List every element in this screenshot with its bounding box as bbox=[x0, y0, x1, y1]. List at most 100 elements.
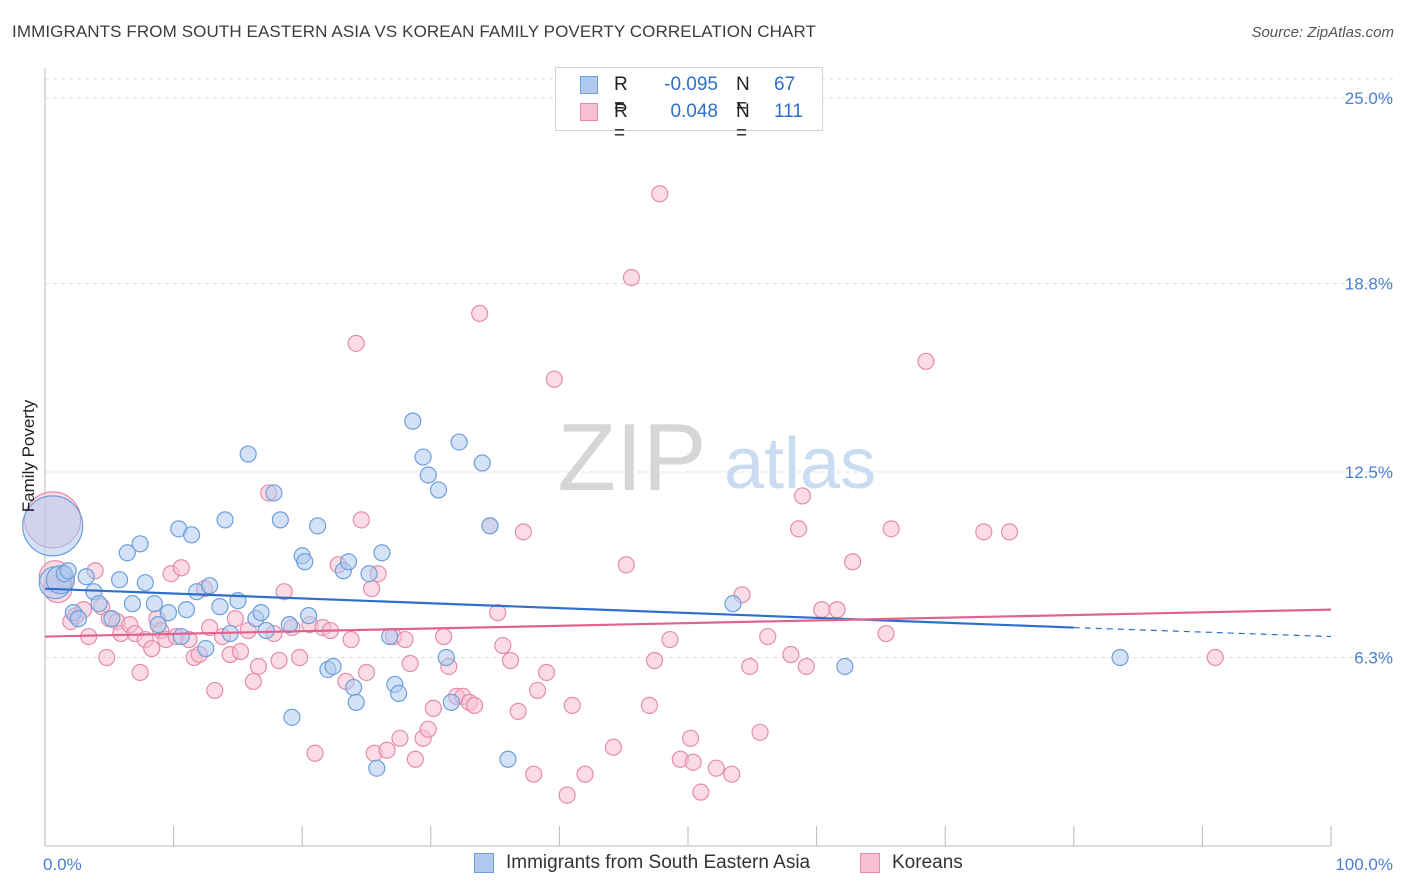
korean-point bbox=[741, 657, 759, 676]
blue-swatch bbox=[474, 853, 494, 873]
stats-legend-box: R = -0.095 N = 67 R = 0.048 N = 111 bbox=[555, 67, 823, 144]
n-label: N = bbox=[736, 101, 750, 144]
korean-point bbox=[501, 651, 520, 670]
immigrant-point bbox=[197, 639, 215, 658]
y-tick-label: 25.0% bbox=[1345, 89, 1393, 108]
immigrant-point bbox=[450, 433, 468, 451]
immigrant-point bbox=[473, 454, 491, 472]
immigrant-point bbox=[159, 604, 178, 622]
gridlines bbox=[45, 78, 1396, 659]
korean-point bbox=[131, 663, 149, 682]
source-label: Source: ZipAtlas.com bbox=[1251, 24, 1394, 41]
korean-point bbox=[528, 681, 547, 700]
immigrant-point bbox=[419, 466, 437, 484]
korean-point bbox=[494, 636, 512, 655]
korean-point bbox=[813, 601, 831, 619]
korean-point bbox=[391, 729, 409, 747]
immigrant-point bbox=[414, 448, 432, 466]
korean-point bbox=[759, 627, 777, 646]
korean-point bbox=[509, 702, 527, 720]
korean-point bbox=[681, 729, 700, 747]
y-axis-label: Family Poverty bbox=[19, 399, 38, 512]
korean-point bbox=[622, 268, 641, 287]
n-value: 67 bbox=[774, 74, 796, 95]
immigrant-point bbox=[324, 657, 342, 676]
immigrant-point bbox=[183, 526, 201, 544]
korean-point bbox=[352, 511, 370, 529]
korean-point bbox=[143, 639, 161, 658]
korean-point bbox=[270, 651, 288, 670]
immigrant-point bbox=[283, 708, 301, 726]
immigrant-point bbox=[724, 595, 742, 613]
korean-point bbox=[98, 648, 116, 667]
immigrant-point bbox=[211, 598, 229, 616]
immigrant-point bbox=[123, 595, 142, 613]
korean-point bbox=[489, 604, 507, 622]
korean-point bbox=[797, 657, 815, 676]
korean-point bbox=[558, 786, 576, 804]
n-value: 111 bbox=[774, 101, 803, 122]
legend-koreans: Koreans bbox=[860, 851, 1000, 877]
immigrant-point bbox=[59, 562, 77, 580]
korean-point bbox=[357, 663, 376, 682]
korean-point bbox=[231, 642, 250, 661]
chart-title: IMMIGRANTS FROM SOUTH EASTERN ASIA VS KO… bbox=[12, 22, 817, 41]
korean-point bbox=[514, 523, 532, 541]
immigrant-point bbox=[429, 481, 448, 499]
watermark-zip: ZIP bbox=[557, 404, 706, 511]
korean-point bbox=[782, 645, 800, 664]
immigrant-point bbox=[300, 607, 318, 625]
immigrant-point bbox=[265, 484, 283, 502]
r-value: -0.095 bbox=[664, 74, 718, 95]
korean-point bbox=[363, 580, 381, 598]
legend-immigrants: Immigrants from South Eastern Asia bbox=[474, 851, 854, 877]
y-tick-label: 18.8% bbox=[1345, 275, 1393, 294]
korean-point bbox=[661, 630, 679, 649]
immigrants-points bbox=[22, 412, 1129, 777]
immigrant-point bbox=[118, 544, 136, 562]
y-tick-label: 12.5% bbox=[1345, 463, 1393, 482]
korean-point bbox=[604, 738, 623, 756]
immigrant-point bbox=[69, 610, 88, 628]
korean-point bbox=[640, 696, 659, 714]
immigrant-point bbox=[373, 544, 391, 562]
watermark: ZIP atlas bbox=[557, 404, 876, 511]
immigrant-point bbox=[149, 615, 167, 634]
legend-label: Koreans bbox=[892, 852, 963, 873]
korean-point bbox=[882, 520, 900, 538]
immigrant-point bbox=[347, 693, 365, 711]
korean-point bbox=[249, 657, 268, 676]
korean-point bbox=[435, 627, 453, 646]
immigrant-point bbox=[216, 511, 234, 529]
immigrant-point bbox=[499, 750, 517, 768]
korean-point bbox=[201, 618, 219, 637]
trend-lines bbox=[44, 587, 1332, 638]
immigrant-point bbox=[404, 412, 422, 430]
korean-point bbox=[617, 556, 635, 574]
r-value: 0.048 bbox=[670, 101, 718, 122]
immigrant-point bbox=[172, 627, 190, 646]
korean-point bbox=[751, 723, 769, 741]
korean-point bbox=[563, 696, 581, 714]
korean-point bbox=[401, 654, 419, 673]
korean-point bbox=[1000, 523, 1019, 541]
immigrant-point bbox=[836, 657, 854, 676]
immigrant-point bbox=[481, 517, 499, 535]
korean-point bbox=[226, 610, 244, 628]
korean-point bbox=[239, 621, 257, 640]
immigrant-point bbox=[145, 595, 163, 613]
korean-point bbox=[347, 334, 365, 352]
korean-point bbox=[692, 783, 710, 801]
immigrant-point bbox=[252, 604, 270, 622]
immigrant-point bbox=[131, 535, 149, 553]
korean-point bbox=[471, 304, 489, 323]
r-label: R = bbox=[614, 101, 628, 144]
korean-point bbox=[684, 753, 702, 771]
pink-swatch bbox=[860, 853, 880, 873]
immigrants-trend-extension bbox=[1073, 626, 1332, 638]
immigrant-point bbox=[177, 601, 196, 619]
korean-point bbox=[877, 624, 895, 643]
korean-point bbox=[306, 744, 324, 762]
korean-point bbox=[172, 559, 190, 577]
